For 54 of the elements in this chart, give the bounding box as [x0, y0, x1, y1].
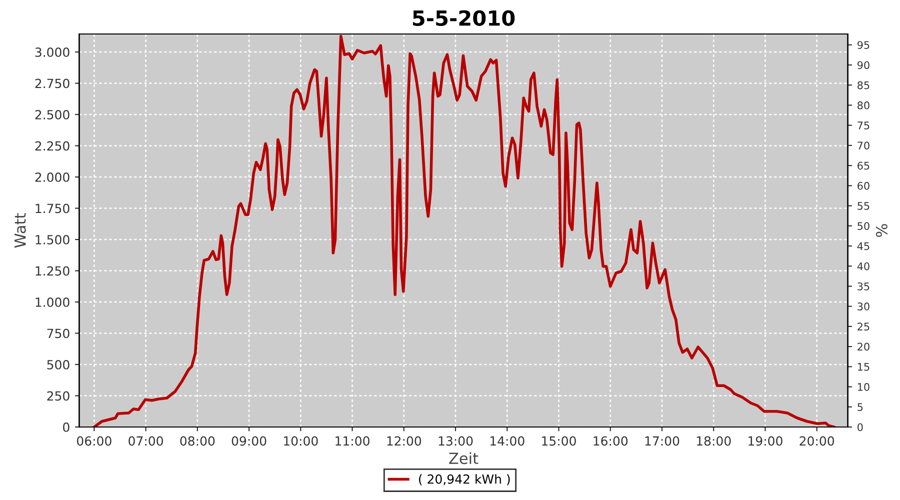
y-tick-label: 1.750	[36, 204, 70, 214]
x-tick-label: 20:00	[800, 436, 834, 446]
y2-tick-label: 30	[858, 302, 870, 310]
y2-tick-label: 85	[858, 81, 870, 90]
y2-tick-label: 0	[858, 423, 863, 432]
y-tick-label: 2.250	[35, 141, 70, 151]
y-tick-label: 750	[47, 328, 70, 338]
legend-label: ( 20,942 kWh )	[418, 474, 510, 486]
y-tick-label: 2.500	[35, 110, 70, 120]
y-tick-label: 1.250	[36, 266, 70, 276]
y2-tick-label: 10	[858, 383, 870, 391]
y2-tick-label: 55	[858, 202, 870, 210]
x-axis-title: Zeit	[449, 452, 478, 464]
y-tick-label: 2.000	[35, 172, 70, 182]
y-tick-label: 1.000	[36, 297, 70, 307]
y2-tick-label: 80	[858, 101, 870, 110]
x-tick-label: 06:00	[76, 436, 112, 446]
y2-tick-label: 40	[857, 262, 870, 270]
x-tick-label: 13:00	[438, 436, 473, 446]
x-tick-label: 07:00	[128, 436, 163, 446]
y2-tick-label: 35	[858, 282, 870, 290]
y-tick-label: 1.500	[36, 234, 70, 244]
x-tick-label: 17:00	[645, 436, 680, 446]
y2-tick-label: 95	[857, 41, 870, 49]
y2-tick-label: 45	[857, 242, 870, 250]
x-tick-label: 09:00	[232, 436, 266, 446]
y2-tick-label: 5	[858, 403, 863, 411]
y-tick-label: 500	[47, 360, 70, 370]
y2-tick-label: 50	[858, 222, 870, 230]
y-tick-label: 250	[47, 391, 70, 401]
y2-tick-label: 75	[858, 122, 870, 130]
y2-tick-label: 15	[858, 363, 870, 371]
x-tick-label: 18:00	[696, 436, 731, 446]
x-tick-label: 19:00	[748, 436, 782, 446]
y-axis-title: Watt	[14, 213, 26, 248]
y-tick-label: 2.750	[35, 78, 70, 88]
line-series	[92, 34, 836, 427]
y2-tick-label: 65	[858, 162, 870, 170]
y2-tick-label: 70	[858, 142, 870, 150]
y2-tick-label: 20	[858, 342, 870, 351]
chart-title: 5-5-2010	[412, 10, 515, 26]
x-tick-label: 14:00	[490, 436, 524, 446]
x-tick-label: 12:00	[387, 436, 422, 446]
x-tick-label: 16:00	[594, 436, 628, 446]
y-tick-label: 3.000	[35, 47, 70, 57]
x-tick-label: 15:00	[542, 436, 576, 446]
y2-tick-label: 25	[858, 322, 870, 331]
y2-tick-label: 60	[858, 182, 870, 190]
x-tick-label: 10:00	[284, 436, 318, 446]
x-tick-label: 11:00	[336, 436, 370, 446]
y2-axis-title: %	[876, 224, 888, 237]
y2-tick-label: 90	[857, 61, 870, 70]
x-tick-label: 08:00	[180, 436, 215, 446]
y-tick-label: 0	[63, 422, 70, 432]
